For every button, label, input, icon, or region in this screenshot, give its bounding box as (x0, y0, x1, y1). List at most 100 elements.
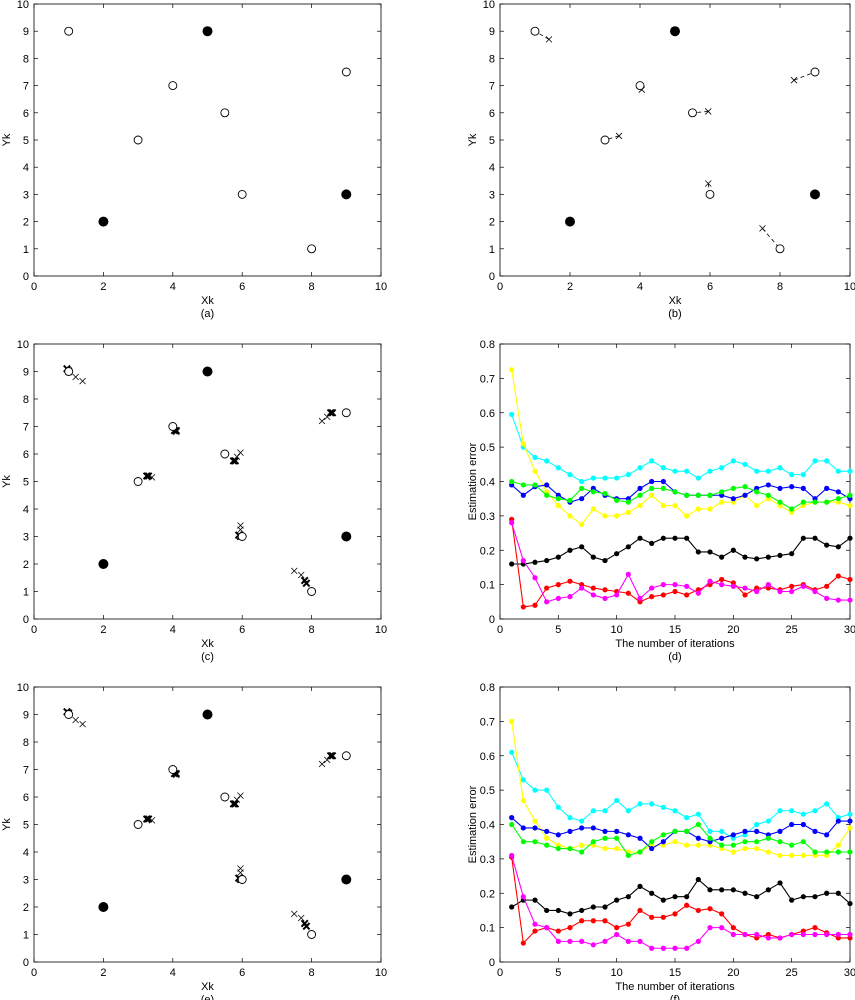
estimate-marker (297, 914, 305, 922)
y-tick-label: 8 (23, 737, 29, 749)
node-marker (64, 710, 74, 719)
series-point (520, 557, 526, 564)
series-point (614, 551, 620, 557)
x-tick-label: 6 (239, 967, 245, 979)
series-point (777, 808, 783, 814)
x-tick-label: 0 (31, 281, 37, 293)
series-point (579, 825, 585, 831)
x-tick-label: 0 (497, 281, 503, 293)
series-point (555, 595, 561, 601)
x-axis-label: Xk (201, 638, 214, 650)
estimate-marker (231, 456, 240, 465)
series-point (777, 588, 783, 595)
series-line (511, 752, 851, 839)
series-point (684, 894, 690, 900)
series-line (511, 519, 851, 608)
estimate-link (793, 71, 816, 81)
x-tick-label: 0 (31, 967, 37, 979)
series-point (789, 583, 795, 589)
series-point (567, 578, 573, 584)
y-tick-label: 0.2 (480, 545, 495, 557)
series-point (847, 931, 853, 938)
x-tick-label: 6 (239, 624, 245, 636)
series-point (824, 499, 830, 505)
y-axis-label: Yk (1, 475, 13, 488)
estimate-marker (318, 417, 326, 425)
series-point (555, 554, 561, 560)
series-point (800, 894, 806, 900)
x-tick-label: 8 (777, 281, 783, 293)
series-point (649, 458, 655, 464)
series-point (614, 835, 620, 841)
series-point (684, 513, 690, 519)
series-point (847, 576, 853, 583)
anchor-marker (565, 216, 575, 227)
series-point (625, 571, 631, 577)
series-point (614, 475, 620, 481)
panel-c: 0 2 4 6 8 10 0 1 2 3 4 5 6 7 8 9 10 Xk Yk (c) (1, 339, 387, 663)
series-point (847, 849, 853, 855)
series-point (509, 478, 515, 485)
series-point (719, 925, 725, 931)
estimate-marker (302, 579, 311, 588)
series-point (672, 489, 678, 495)
series-point (579, 485, 585, 491)
y-tick-label: 0.2 (480, 888, 495, 900)
x-tick-label: 8 (309, 967, 315, 979)
series-line (511, 522, 850, 603)
series-point (637, 595, 643, 601)
series-point (719, 582, 725, 588)
series-point (824, 542, 830, 548)
series-point (812, 458, 818, 464)
series-point (707, 578, 713, 584)
series-point (765, 818, 771, 824)
series-point (544, 492, 550, 498)
series-point (754, 931, 760, 938)
series-point (544, 557, 550, 564)
y-axis-label: Estimation error (467, 442, 479, 520)
series-point (649, 845, 655, 852)
series-point (520, 797, 526, 804)
x-tick-label: 10 (611, 967, 623, 979)
series-point (637, 801, 643, 807)
estimate-marker (545, 36, 553, 43)
estimate-marker (79, 377, 86, 385)
series-point (520, 940, 526, 946)
series-point (730, 458, 736, 464)
series-point (625, 590, 631, 596)
series-point (742, 845, 748, 852)
series-point (532, 454, 538, 461)
series-point (695, 835, 701, 841)
series-point (719, 554, 725, 560)
series-point (614, 828, 620, 834)
series-point (695, 492, 701, 498)
estimate-link (692, 111, 709, 114)
series-point (742, 585, 748, 591)
series-point (684, 828, 690, 834)
series-point (579, 478, 585, 485)
series-point (637, 938, 643, 944)
series-point (800, 472, 806, 478)
series-point (847, 900, 853, 907)
x-tick-label: 10 (375, 967, 387, 979)
series-point (532, 897, 538, 903)
x-tick-label: 0 (31, 624, 37, 636)
y-tick-label: 6 (23, 449, 29, 461)
series-point (800, 535, 806, 541)
series-point (695, 842, 701, 848)
series-point (707, 468, 713, 474)
series-point (660, 485, 666, 491)
x-axis-label: Xk (201, 981, 214, 993)
series-point (719, 828, 725, 834)
y-tick-label: 10 (17, 682, 29, 694)
series-point (847, 492, 853, 498)
series-point (684, 535, 690, 541)
y-tick-label: 8 (23, 53, 29, 65)
x-tick-label: 8 (309, 281, 315, 293)
series-point (730, 547, 736, 553)
series-point (789, 821, 795, 828)
estimate-marker (148, 817, 156, 824)
estimate-marker (290, 567, 298, 575)
series-point (765, 468, 771, 474)
series-point (625, 509, 631, 516)
